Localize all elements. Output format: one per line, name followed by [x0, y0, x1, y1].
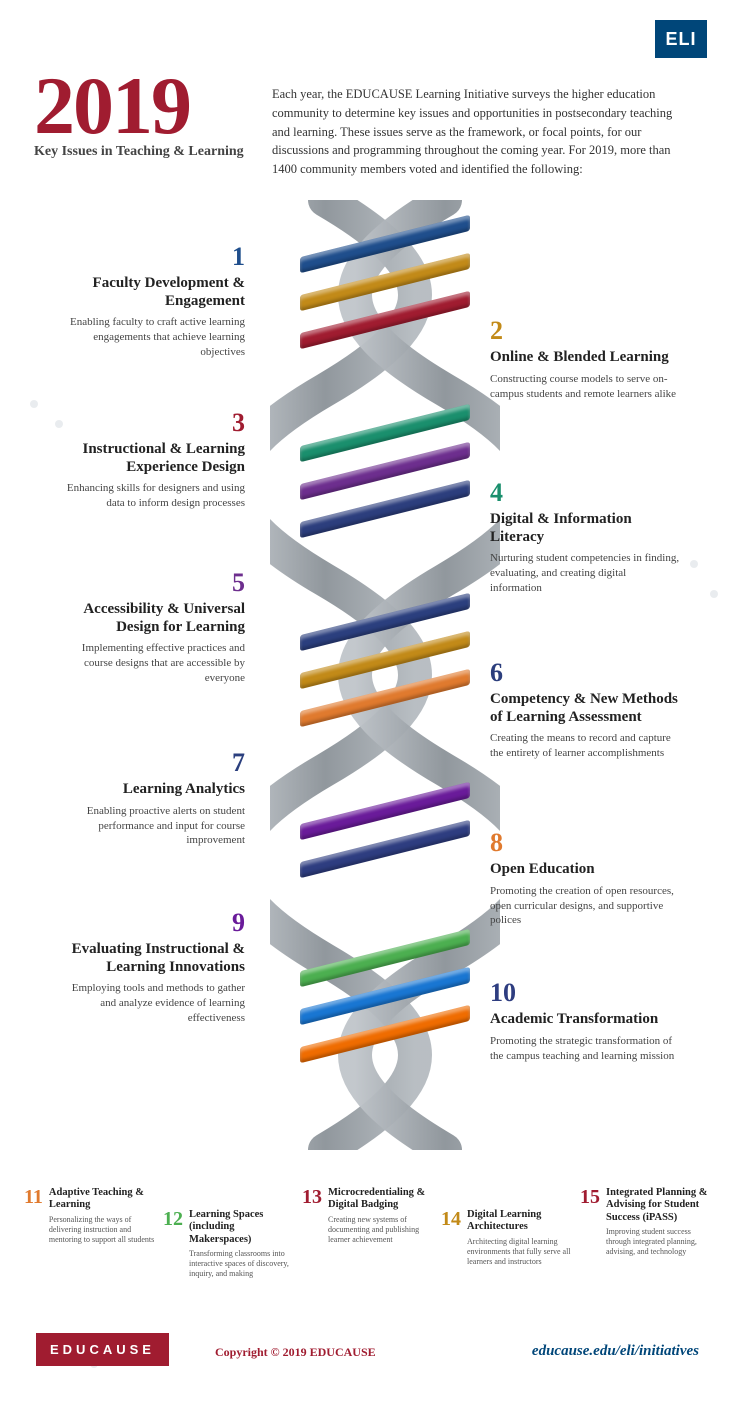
issue-title: Microcredentialing & Digital Badging — [328, 1187, 433, 1212]
site-url: educause.edu/eli/initiatives — [532, 1343, 699, 1360]
issue-desc: Nurturing student competencies in findin… — [490, 551, 680, 596]
issue-7: 7 Learning Analytics Enabling proactive al… — [55, 750, 245, 848]
year: 2019 — [34, 70, 244, 142]
issue-9: 9 Evaluating Instructional & Learning Inn… — [55, 910, 245, 1026]
header-block: 2019 Key Issues in Teaching & Learning — [34, 70, 244, 160]
issue-number: 5 — [55, 570, 245, 596]
issue-11: 11 Adaptive Teaching & Learning Personaliz… — [24, 1187, 155, 1245]
issue-8: 8 Open Education Promoting the creation of… — [490, 830, 680, 928]
subtitle: Key Issues in Teaching & Learning — [34, 144, 244, 160]
issue-title: Learning Spaces (including Makerspaces) — [189, 1209, 294, 1246]
issue-desc: Promoting the strategic transformation o… — [490, 1034, 680, 1064]
issue-number: 8 — [490, 830, 680, 856]
issue-15: 15 Integrated Planning & Advising for Stu… — [580, 1187, 711, 1257]
issue-title: Competency & New Methods of Learning Ass… — [490, 691, 680, 726]
decor-dot — [30, 400, 38, 408]
eli-badge: ELI — [655, 20, 707, 58]
issue-14: 14 Digital Learning Architectures Architec… — [441, 1209, 572, 1267]
bottom-issue-row: 11 Adaptive Teaching & Learning Personaliz… — [24, 1187, 711, 1279]
issue-number: 12 — [163, 1209, 183, 1229]
issue-3: 3 Instructional & Learning Experience Des… — [55, 410, 245, 511]
issue-desc: Enabling proactive alerts on student per… — [55, 804, 245, 849]
issue-title: Instructional & Learning Experience Desi… — [55, 441, 245, 476]
issue-desc: Architecting digital learning environmen… — [467, 1237, 572, 1267]
issue-desc: Transforming classrooms into interactive… — [189, 1249, 294, 1279]
issue-title: Open Education — [490, 861, 680, 879]
issue-13: 13 Microcredentialing & Digital Badging Cr… — [302, 1187, 433, 1245]
issue-title: Academic Transformation — [490, 1011, 680, 1029]
copyright: Copyright © 2019 EDUCAUSE — [215, 1345, 376, 1360]
issue-number: 4 — [490, 480, 680, 506]
issue-desc: Employing tools and methods to gather an… — [55, 981, 245, 1026]
issue-number: 13 — [302, 1187, 322, 1207]
issue-5: 5 Accessibility & Universal Design for Le… — [55, 570, 245, 686]
issue-1: 1 Faculty Development & Engagement Enablin… — [55, 244, 245, 360]
issue-number: 7 — [55, 750, 245, 776]
issue-number: 10 — [490, 980, 680, 1006]
issue-title: Faculty Development & Engagement — [55, 275, 245, 310]
issue-desc: Creating the means to record and capture… — [490, 731, 680, 761]
issue-6: 6 Competency & New Methods of Learning As… — [490, 660, 680, 761]
issue-desc: Enabling faculty to craft active learnin… — [55, 315, 245, 360]
issue-12: 12 Learning Spaces (including Makerspaces… — [163, 1209, 294, 1279]
issue-desc: Personalizing the ways of delivering ins… — [49, 1215, 155, 1245]
issue-desc: Promoting the creation of open resources… — [490, 884, 680, 929]
issue-title: Digital & Information Literacy — [490, 511, 680, 546]
issue-desc: Implementing effective practices and cou… — [55, 641, 245, 686]
issue-title: Digital Learning Architectures — [467, 1209, 572, 1234]
issue-number: 3 — [55, 410, 245, 436]
issue-number: 1 — [55, 244, 245, 270]
issue-title: Integrated Planning & Advising for Stude… — [606, 1187, 711, 1224]
issue-desc: Improving student success through integr… — [606, 1227, 711, 1257]
educause-logo: EDUCAUSE — [36, 1333, 169, 1366]
issue-number: 9 — [55, 910, 245, 936]
issue-title: Adaptive Teaching & Learning — [49, 1187, 155, 1212]
issue-desc: Enhancing skills for designers and using… — [55, 481, 245, 511]
issue-number: 2 — [490, 318, 680, 344]
issue-desc: Creating new systems of documenting and … — [328, 1215, 433, 1245]
issue-title: Accessibility & Universal Design for Lea… — [55, 601, 245, 636]
decor-dot — [710, 590, 718, 598]
decor-dot — [690, 560, 698, 568]
issue-2: 2 Online & Blended Learning Constructing c… — [490, 318, 680, 401]
issue-10: 10 Academic Transformation Promoting the s… — [490, 980, 680, 1063]
issue-4: 4 Digital & Information Literacy Nurturing… — [490, 480, 680, 596]
issue-desc: Constructing course models to serve on-c… — [490, 372, 680, 402]
issue-title: Learning Analytics — [55, 781, 245, 799]
issue-title: Online & Blended Learning — [490, 349, 680, 367]
issue-number: 11 — [24, 1187, 43, 1207]
issue-title: Evaluating Instructional & Learning Inno… — [55, 941, 245, 976]
intro-paragraph: Each year, the EDUCAUSE Learning Initiat… — [272, 85, 692, 179]
dna-helix — [270, 200, 500, 1150]
issue-number: 6 — [490, 660, 680, 686]
issue-number: 15 — [580, 1187, 600, 1207]
issue-number: 14 — [441, 1209, 461, 1229]
